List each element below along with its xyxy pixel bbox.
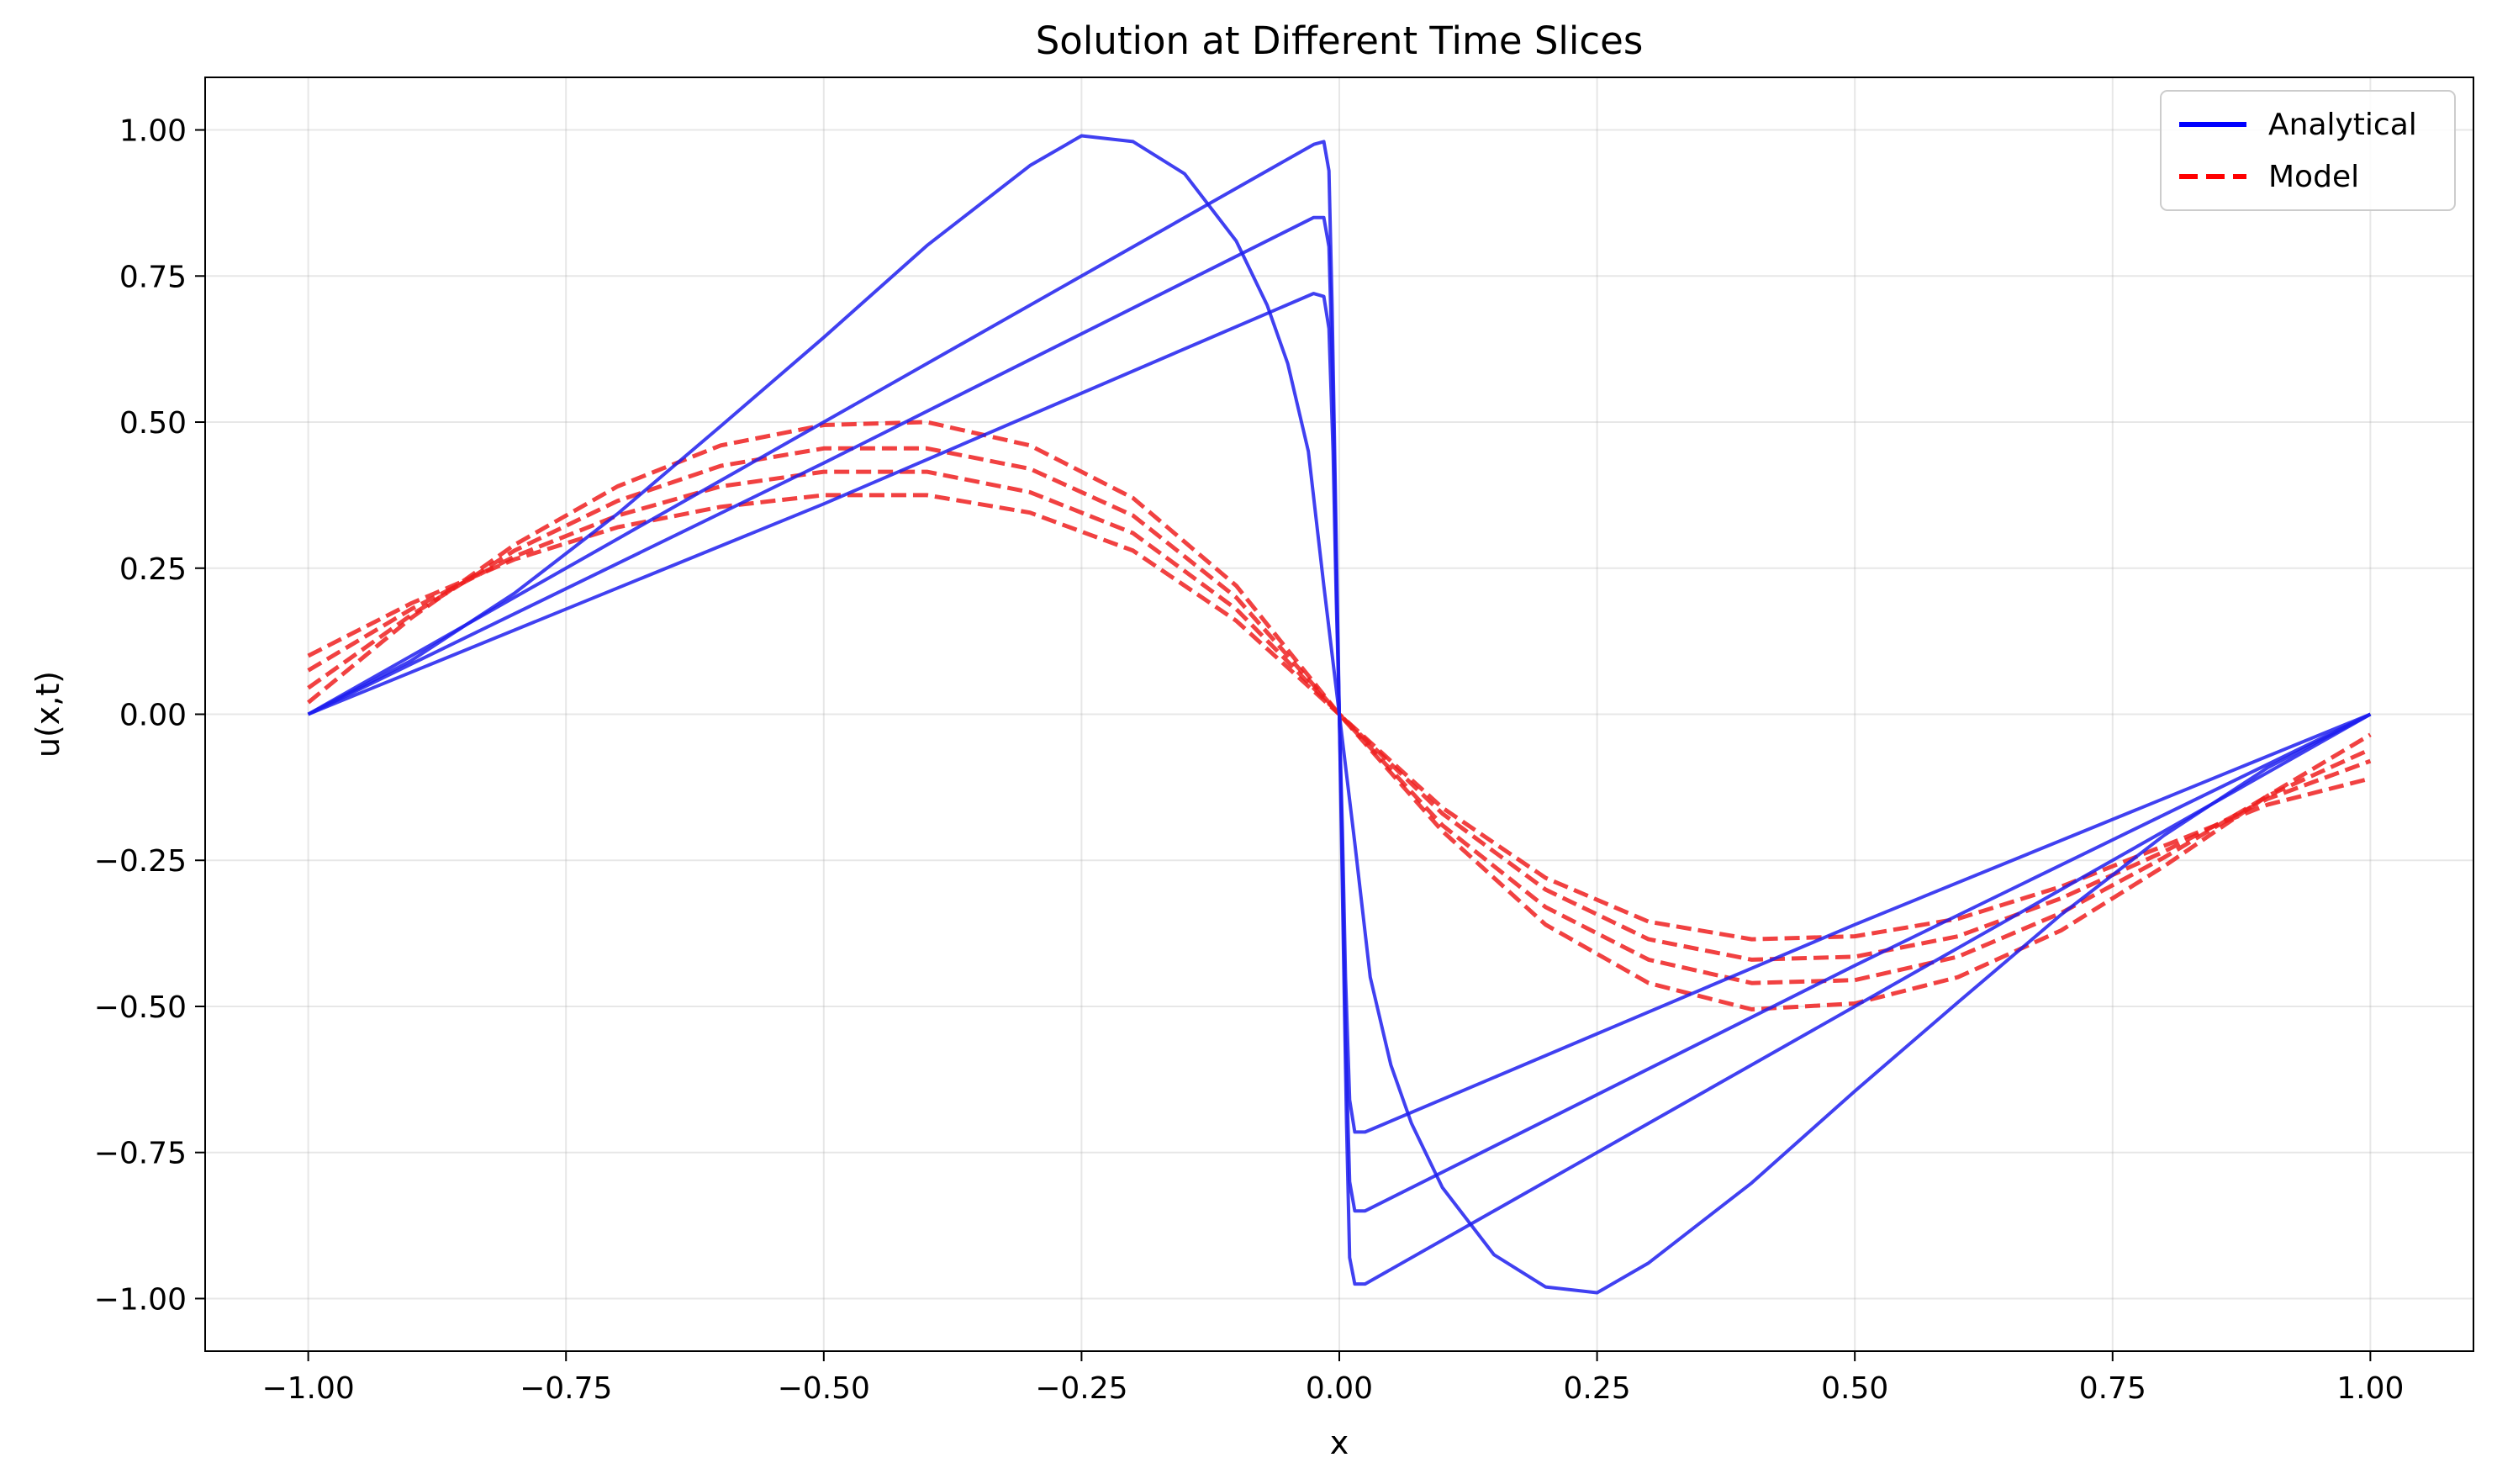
- y-tick-label: −1.00: [94, 1282, 187, 1317]
- chart-title: Solution at Different Time Slices: [1036, 18, 1644, 63]
- series-layer: [307, 134, 2372, 1295]
- legend-label-analytical: Analytical: [2268, 108, 2417, 142]
- x-tick-label: 0.25: [1564, 1371, 1631, 1406]
- x-tick-label: 1.00: [2336, 1371, 2404, 1406]
- x-tick-label: −0.25: [1035, 1371, 1127, 1406]
- x-tick-label: −0.50: [778, 1371, 870, 1406]
- analytical-line-3: [307, 292, 2372, 1134]
- y-tick-label: −0.25: [94, 844, 187, 879]
- ticks: −1.00 −0.75 −0.50 −0.25 0.00 0.25 0.50 0.75 1.00…: [94, 114, 2405, 1406]
- x-tick-label: 0.75: [2079, 1371, 2146, 1406]
- y-tick-label: 0.75: [119, 260, 187, 294]
- x-axis-label: x: [1330, 1424, 1349, 1461]
- x-tick-label: −1.00: [261, 1371, 354, 1406]
- x-tick-label: 0.50: [1821, 1371, 1888, 1406]
- legend-label-model: Model: [2268, 160, 2359, 194]
- y-tick-label: −0.50: [94, 990, 187, 1025]
- legend: Analytical Model: [2160, 90, 2456, 211]
- y-tick-label: 1.00: [119, 114, 187, 149]
- y-tick-label: 0.50: [119, 406, 187, 441]
- y-tick-label: 0.25: [119, 552, 187, 587]
- x-tick-label: 0.00: [1306, 1371, 1373, 1406]
- y-tick-label: −0.75: [94, 1137, 187, 1171]
- legend-box: [2160, 90, 2456, 211]
- y-axis-label: u(x,t): [29, 671, 66, 758]
- model-line-6: [307, 469, 2372, 962]
- y-tick-label: 0.00: [119, 699, 187, 733]
- x-tick-label: −0.75: [520, 1371, 612, 1406]
